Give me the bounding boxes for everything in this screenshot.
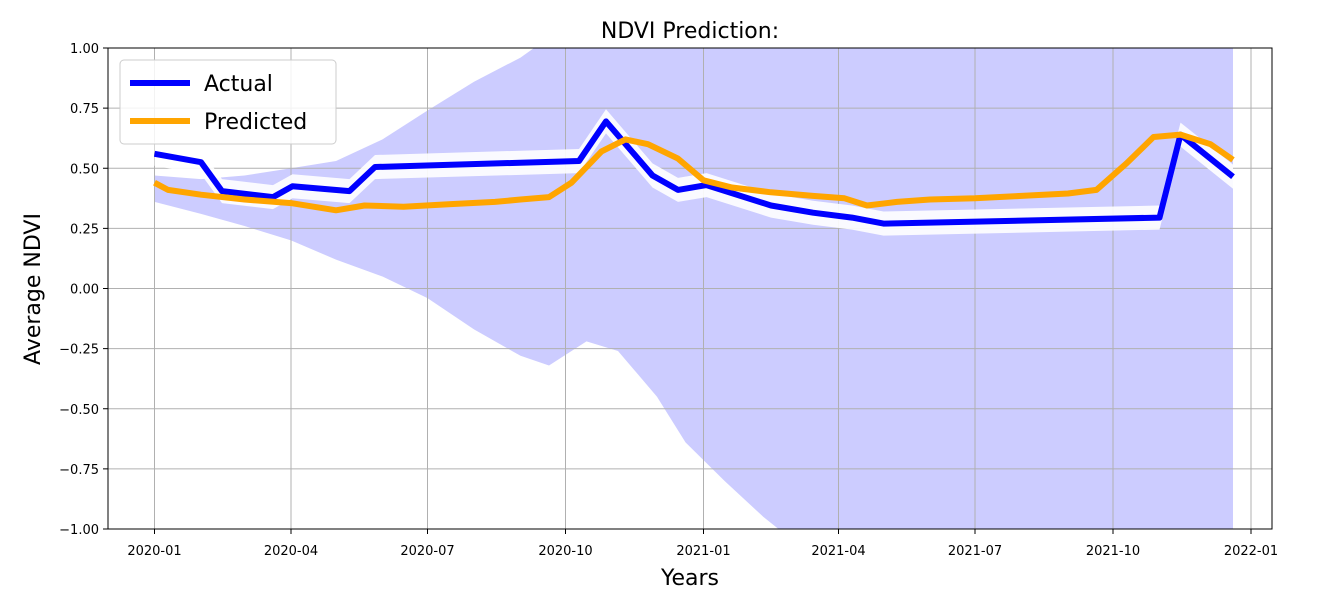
x-axis-ticks: 2020-01 2020-04 2020-07 2020-10 2021-01 2021-… [127,529,1278,559]
y-tick-label-8: −1.00 [59,523,99,538]
chart-title: NDVI Prediction: [601,19,779,44]
plot-content [108,48,1272,529]
x-tick-label-8: 2022-01 [1224,544,1278,559]
y-axis-ticks: 1.00 0.75 0.50 0.25 0.00 −0.25 −0.50 −0.75 −1.00 [59,42,108,538]
legend-label-predicted: Predicted [204,110,307,135]
y-tick-label-6: −0.50 [59,403,99,418]
y-tick-label-2: 0.50 [70,162,99,177]
plot-area [107,47,1273,530]
y-tick-label-1: 0.75 [70,102,99,117]
x-axis-title: Years [660,566,719,591]
x-tick-label-5: 2021-04 [811,544,865,559]
series-line-predicted [153,131,1235,214]
series-line-actual [153,118,1235,227]
y-tick-label-5: −0.25 [59,343,99,358]
y-tick-label-3: 0.25 [70,222,99,237]
x-tick-label-6: 2021-07 [948,544,1002,559]
legend: Actual Predicted [119,59,337,145]
x-tick-label-0: 2020-01 [127,544,181,559]
y-tick-label-0: 1.00 [70,42,99,57]
y-tick-label-4: 0.00 [70,283,99,298]
y-tick-label-7: −0.75 [59,463,99,478]
x-tick-label-2: 2020-07 [400,544,454,559]
x-tick-label-7: 2021-10 [1086,544,1140,559]
x-tick-label-4: 2021-01 [676,544,730,559]
legend-label-actual: Actual [204,72,273,97]
x-tick-label-1: 2020-04 [264,544,318,559]
x-tick-label-3: 2020-10 [538,544,592,559]
y-axis-title: Average NDVI [21,213,46,365]
